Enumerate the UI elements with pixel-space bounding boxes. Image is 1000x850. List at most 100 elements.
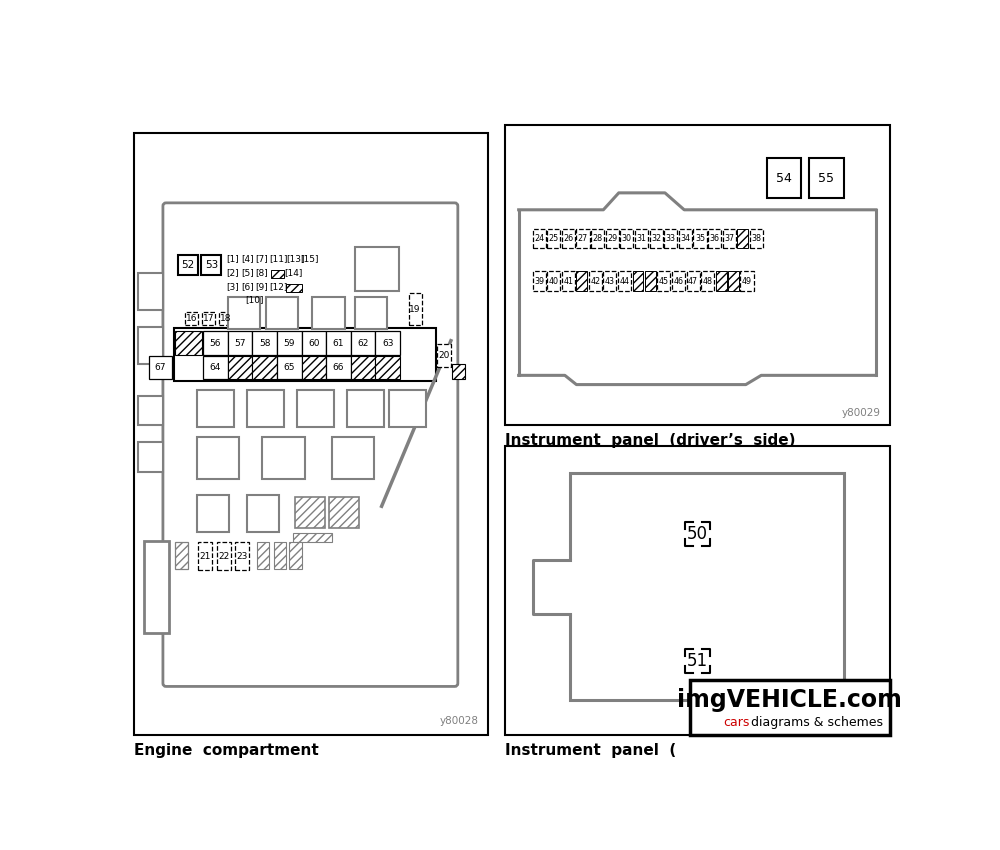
Bar [174,328,436,381]
Text: 50: 50 [687,525,708,543]
Bar [138,442,163,472]
Bar [289,541,302,570]
Bar [591,229,604,248]
Bar [562,229,575,248]
Text: 60: 60 [308,338,320,348]
Text: 61: 61 [333,338,344,348]
Bar [178,255,198,275]
Text: 59: 59 [283,338,295,348]
Bar [533,229,546,248]
Text: 24: 24 [534,235,544,243]
Text: 53: 53 [205,260,218,270]
Text: [6]: [6] [241,282,254,292]
Text: 66: 66 [333,363,344,372]
Bar [262,437,305,479]
Bar [533,560,573,614]
Bar [197,390,234,427]
Bar [620,229,633,248]
Text: 32: 32 [651,235,661,243]
Bar [603,271,616,291]
Bar [389,390,426,427]
Bar [728,271,739,291]
Bar [277,356,302,379]
Text: 28: 28 [593,235,603,243]
Text: [15]: [15] [300,255,318,264]
Bar [687,271,700,291]
Text: 23: 23 [237,552,248,561]
Text: 56: 56 [210,338,221,348]
Bar [274,541,286,570]
Text: 34: 34 [680,235,690,243]
Text: cars: cars [723,717,750,729]
Text: [3]: [3] [226,282,239,292]
Text: 67: 67 [155,363,166,372]
Text: 51: 51 [687,652,708,670]
FancyBboxPatch shape [163,203,458,687]
Text: 38: 38 [751,235,761,243]
Bar [505,446,890,735]
Bar [252,356,277,379]
Bar [679,229,692,248]
Bar [326,356,351,379]
Text: 48: 48 [703,276,713,286]
Bar [266,297,298,329]
Bar [547,271,560,291]
Text: y80029: y80029 [842,408,881,417]
Bar [657,271,670,291]
Bar [576,229,590,248]
Bar [664,229,677,248]
Bar [618,271,631,291]
Bar [175,332,202,354]
Bar [252,332,277,354]
Bar [650,229,663,248]
Text: 63: 63 [382,338,394,348]
Bar [716,271,727,291]
Bar [293,533,332,542]
Bar [750,229,763,248]
Text: 42: 42 [590,276,600,286]
Text: Instrument  panel  (driver’s  side): Instrument panel (driver’s side) [505,434,795,448]
Text: 20: 20 [438,351,450,360]
Bar [217,542,231,570]
Bar [606,229,619,248]
Bar [737,229,748,248]
Bar [767,158,801,198]
Text: 19: 19 [409,304,421,314]
Bar [138,327,163,364]
Text: 55: 55 [818,172,834,184]
Bar [708,229,721,248]
Text: 35: 35 [695,235,705,243]
Text: 39: 39 [534,276,544,286]
Text: [13]: [13] [286,255,305,264]
Text: 36: 36 [710,235,720,243]
Text: 44: 44 [620,276,630,286]
Bar [295,497,325,528]
Bar [228,332,252,354]
Text: 52: 52 [181,260,194,270]
Text: 49: 49 [742,276,752,286]
Bar [197,437,239,479]
Bar [185,312,198,326]
Text: [8]: [8] [255,269,268,277]
Bar [203,332,228,354]
Bar [570,473,844,700]
Text: 41: 41 [563,276,573,286]
Bar [437,343,451,367]
Bar [297,390,334,427]
Text: 16: 16 [186,314,198,323]
Bar [351,332,375,354]
Bar [672,271,685,291]
Bar [286,284,302,292]
Bar [355,297,387,329]
Text: [1]: [1] [226,255,239,264]
Bar [723,229,736,248]
Bar [409,293,422,326]
Text: 25: 25 [549,235,559,243]
Bar [452,364,465,379]
Text: 18: 18 [220,314,231,323]
Bar [312,297,345,329]
Bar [326,332,351,354]
Bar [332,437,374,479]
Bar [589,271,602,291]
Text: 40: 40 [549,276,559,286]
